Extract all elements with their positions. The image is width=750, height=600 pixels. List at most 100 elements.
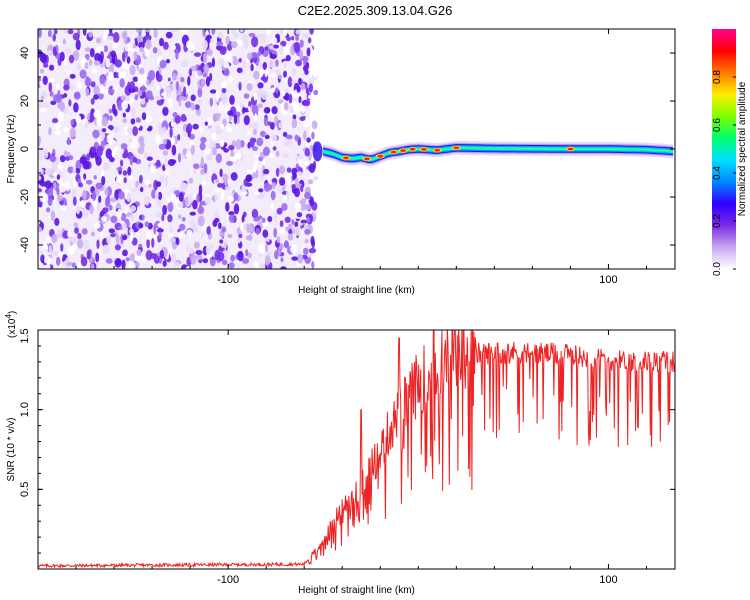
noise-speckle bbox=[38, 188, 43, 193]
noise-speckle bbox=[227, 110, 234, 116]
noise-speckle bbox=[108, 228, 116, 234]
noise-speckle bbox=[221, 87, 227, 94]
noise-speckle bbox=[139, 142, 145, 149]
noise-speckle bbox=[148, 125, 153, 131]
noise-speckle bbox=[270, 87, 276, 93]
noise-speckle bbox=[68, 155, 74, 161]
noise-speckle bbox=[100, 46, 105, 52]
noise-speckle bbox=[105, 58, 111, 68]
noise-speckle bbox=[278, 75, 283, 80]
noise-speckle bbox=[38, 135, 41, 147]
spectrogram-xtick-label: 100 bbox=[599, 274, 617, 286]
noise-speckle bbox=[105, 148, 113, 160]
noise-speckle bbox=[195, 254, 203, 261]
noise-speckle bbox=[153, 224, 157, 235]
noise-speckle bbox=[309, 144, 314, 152]
noise-speckle bbox=[182, 217, 186, 222]
colorbar-tick-label: 0.2 bbox=[712, 214, 723, 228]
noise-speckle bbox=[254, 112, 258, 122]
noise-speckle bbox=[228, 214, 235, 223]
noise-speckle bbox=[140, 98, 146, 105]
noise-speckle bbox=[280, 257, 284, 263]
noise-speckle bbox=[214, 113, 222, 118]
noise-speckle bbox=[285, 134, 293, 139]
noise-speckle bbox=[91, 67, 97, 74]
noise-speckle bbox=[236, 67, 243, 74]
noise-speckle bbox=[268, 152, 274, 159]
noise-speckle bbox=[180, 82, 184, 91]
noise-speckle bbox=[59, 155, 66, 163]
noise-speckle bbox=[65, 70, 72, 75]
noise-speckle bbox=[189, 211, 196, 216]
noise-speckle bbox=[56, 256, 61, 266]
noise-speckle bbox=[134, 94, 138, 101]
noise-speckle bbox=[270, 72, 277, 79]
noise-speckle bbox=[294, 226, 300, 236]
noise-speckle bbox=[68, 99, 72, 107]
noise-speckle bbox=[299, 39, 304, 48]
spectrogram-image bbox=[38, 29, 674, 269]
noise-speckle bbox=[209, 72, 213, 82]
noise-speckle bbox=[60, 205, 67, 211]
noise-speckle bbox=[114, 189, 119, 201]
noise-speckle bbox=[262, 158, 266, 166]
noise-speckle bbox=[252, 172, 256, 180]
noise-speckle bbox=[204, 196, 211, 205]
noise-speckle bbox=[249, 137, 255, 148]
noise-speckle bbox=[240, 222, 244, 232]
noise-speckle bbox=[275, 150, 280, 158]
noise-speckle bbox=[295, 34, 299, 42]
noise-speckle bbox=[283, 195, 288, 201]
noise-speckle bbox=[111, 53, 116, 65]
noise-speckle bbox=[203, 163, 208, 174]
noise-speckle bbox=[63, 127, 69, 133]
noise-speckle bbox=[56, 174, 61, 180]
noise-speckle bbox=[165, 31, 173, 39]
noise-speckle bbox=[162, 204, 168, 216]
noise-speckle bbox=[162, 260, 167, 267]
noise-speckle bbox=[159, 59, 167, 69]
noise-speckle bbox=[313, 209, 318, 215]
noise-speckle bbox=[248, 32, 256, 37]
noise-speckle bbox=[306, 47, 311, 57]
noise-speckle bbox=[197, 87, 203, 98]
noise-speckle bbox=[62, 38, 67, 45]
noise-speckle bbox=[258, 60, 263, 69]
noise-speckle bbox=[266, 107, 271, 113]
noise-speckle bbox=[285, 174, 292, 185]
noise-speckle bbox=[230, 41, 238, 49]
noise-speckle bbox=[260, 130, 266, 137]
noise-speckle bbox=[57, 163, 64, 169]
noise-speckle bbox=[105, 258, 113, 264]
noise-speckle bbox=[93, 222, 101, 229]
noise-speckle bbox=[79, 69, 87, 79]
noise-speckle bbox=[264, 255, 271, 266]
noise-speckle bbox=[56, 229, 62, 240]
noise-speckle bbox=[256, 194, 264, 200]
noise-speckle bbox=[153, 29, 158, 39]
noise-speckle bbox=[49, 77, 56, 83]
noise-speckle bbox=[215, 179, 220, 184]
noise-speckle bbox=[63, 150, 68, 156]
noise-speckle bbox=[101, 176, 106, 186]
noise-speckle bbox=[198, 184, 203, 195]
noise-speckle bbox=[86, 179, 93, 185]
noise-speckle bbox=[38, 226, 43, 233]
noise-speckle bbox=[238, 57, 242, 63]
noise-speckle bbox=[69, 73, 76, 79]
noise-speckle bbox=[170, 136, 176, 147]
spectrogram-ytick-label: 0 bbox=[19, 146, 31, 152]
noise-speckle bbox=[219, 139, 225, 148]
noise-speckle bbox=[299, 116, 306, 122]
noise-speckle bbox=[291, 256, 299, 261]
noise-speckle bbox=[163, 41, 169, 50]
spectrogram-ylabel: Frequency (Hz) bbox=[6, 115, 17, 184]
noise-speckle bbox=[242, 59, 247, 68]
noise-speckle bbox=[103, 29, 110, 36]
noise-speckle bbox=[228, 74, 233, 83]
noise-speckle bbox=[102, 244, 110, 255]
noise-speckle bbox=[155, 189, 159, 200]
noise-speckle bbox=[171, 192, 175, 202]
snr-ytick-label: 1.0 bbox=[19, 402, 31, 417]
noise-speckle bbox=[193, 163, 200, 170]
